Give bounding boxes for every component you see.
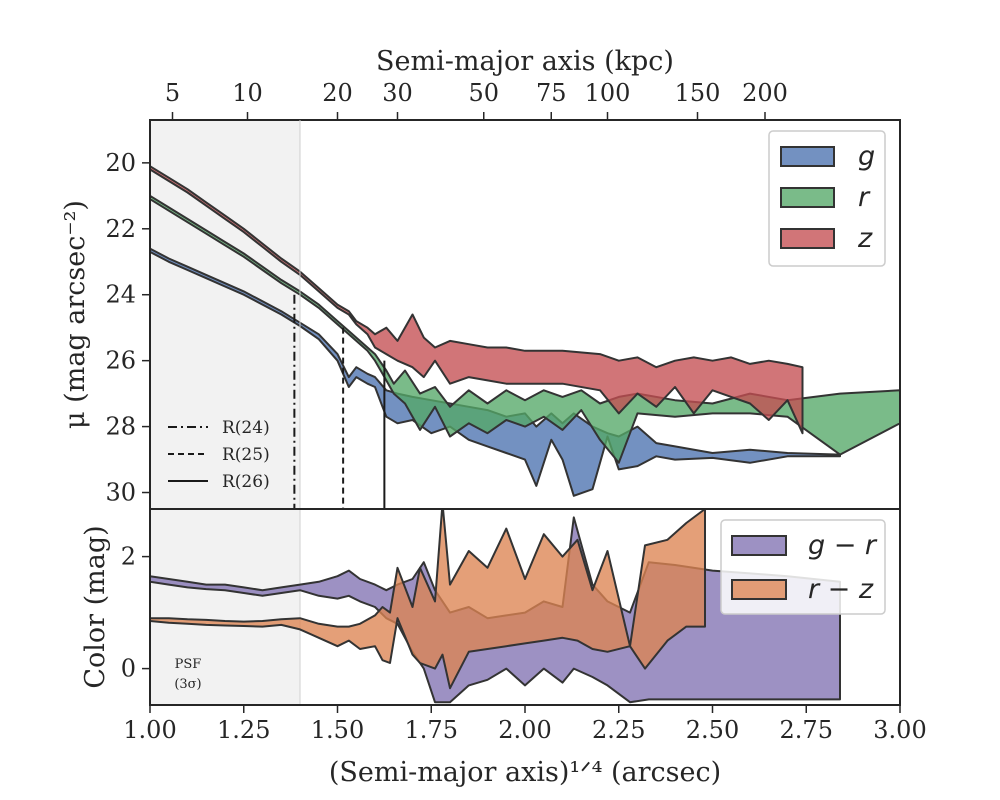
kpc-tick-label-8: 200 xyxy=(742,79,788,107)
bottom-axis-ticks: 1.00 1.25 1.50 1.75 2.00 2.25 2.50 2.75 3.00 0 2 xyxy=(121,543,927,744)
legend-label-color-0: g − r xyxy=(808,530,878,561)
x-tick-label-8: 3.00 xyxy=(873,716,926,744)
psf-sublabel: (3σ) xyxy=(174,677,201,692)
color-tick-label-1: 2 xyxy=(121,543,136,571)
bottom-legend: g − r r − z xyxy=(720,519,886,615)
top-axis-ticks: 5 10 20 30 50 75 100 150 200 20 22 24 26 28 30 xyxy=(105,79,788,507)
legend-label-r: r xyxy=(858,182,871,213)
legend-label-color-1: r − z xyxy=(808,574,874,605)
mu-band-0 xyxy=(150,247,841,497)
legend-label-z: z xyxy=(857,223,873,254)
top-series-areas xyxy=(150,165,900,497)
x-tick-label-2: 1.50 xyxy=(311,716,364,744)
bottom-series-areas xyxy=(150,509,841,704)
marker-legend-label-1: R(25) xyxy=(222,445,270,465)
legend-swatch-z xyxy=(780,228,835,249)
mu-tick-label-2: 24 xyxy=(105,281,136,309)
top-axis-label: Semi-major axis (kpc) xyxy=(376,46,674,77)
radius-marker-legend: R(24) R(25) R(26) xyxy=(168,418,270,492)
x-tick-label-5: 2.25 xyxy=(592,716,645,744)
x-tick-label-1: 1.25 xyxy=(217,716,270,744)
mu-tick-label-5: 30 xyxy=(105,479,136,507)
marker-legend-label-2: R(26) xyxy=(222,472,270,492)
bottom-y-axis-label: Color (mag) xyxy=(80,525,111,688)
bottom-x-axis-label: (Semi-major axis)¹ᐟ⁴ (arcsec) xyxy=(329,757,721,788)
kpc-tick-label-2: 20 xyxy=(322,79,353,107)
marker-legend-label-0: R(24) xyxy=(222,418,270,438)
x-tick-label-3: 1.75 xyxy=(405,716,458,744)
radius-markers xyxy=(293,294,386,509)
mu-band-2 xyxy=(150,165,804,435)
psf-region-bottom xyxy=(150,509,300,705)
x-tick-label-7: 2.75 xyxy=(780,716,833,744)
x-tick-label-4: 2.00 xyxy=(498,716,551,744)
mu-tick-label-1: 22 xyxy=(105,215,136,243)
mu-tick-label-3: 26 xyxy=(105,347,136,375)
kpc-tick-label-7: 150 xyxy=(675,79,721,107)
kpc-tick-label-0: 5 xyxy=(165,79,180,107)
kpc-tick-label-1: 10 xyxy=(232,79,263,107)
color-tick-label-0: 0 xyxy=(121,655,136,683)
legend-swatch-g xyxy=(780,146,835,167)
x-tick-label-6: 2.50 xyxy=(686,716,739,744)
kpc-tick-label-3: 30 xyxy=(382,79,413,107)
mu-tick-label-4: 28 xyxy=(105,413,136,441)
top-legend: grz xyxy=(768,130,886,267)
legend-label-g: g xyxy=(858,141,875,172)
legend-swatch-color-0 xyxy=(731,535,787,556)
mu-tick-label-0: 20 xyxy=(105,149,136,177)
top-y-axis-label: μ (mag arcsec⁻²) xyxy=(60,200,91,429)
kpc-tick-label-5: 75 xyxy=(536,79,567,107)
x-tick-label-0: 1.00 xyxy=(123,716,176,744)
psf-label: PSF xyxy=(175,657,202,672)
kpc-tick-label-6: 100 xyxy=(585,79,631,107)
legend-swatch-color-1 xyxy=(731,579,787,600)
mu-band-1 xyxy=(150,194,900,464)
color-panel: 1.00 1.25 1.50 1.75 2.00 2.25 2.50 2.75 3.00 0 2 (… xyxy=(80,508,927,788)
kpc-tick-label-4: 50 xyxy=(468,79,499,107)
legend-swatch-r xyxy=(780,187,835,208)
color-band-1 xyxy=(150,509,706,690)
color-band-0 xyxy=(150,516,841,704)
